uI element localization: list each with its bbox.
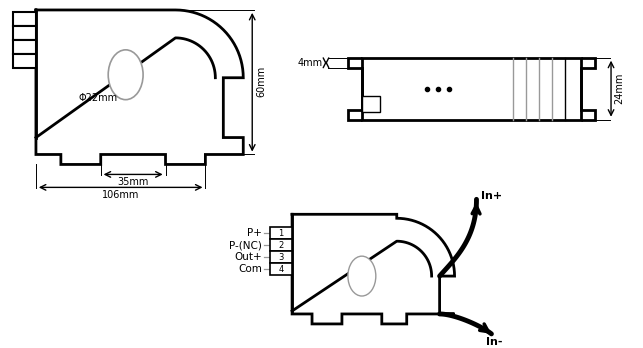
Text: 3: 3 — [278, 253, 284, 262]
Text: 4: 4 — [22, 56, 27, 65]
Text: 4: 4 — [278, 264, 284, 274]
Ellipse shape — [348, 256, 376, 296]
Text: Φ22mm: Φ22mm — [79, 93, 118, 103]
Bar — [13, 54, 36, 68]
Bar — [270, 239, 292, 251]
Text: Com: Com — [239, 264, 262, 274]
Text: P-(NC): P-(NC) — [230, 240, 262, 250]
Bar — [270, 263, 292, 275]
Polygon shape — [292, 214, 455, 324]
Text: 1: 1 — [278, 229, 284, 238]
Bar — [270, 227, 292, 239]
Polygon shape — [362, 58, 581, 120]
Text: 24mm: 24mm — [614, 73, 624, 104]
Bar — [13, 40, 36, 54]
Polygon shape — [36, 10, 243, 165]
Text: 4mm: 4mm — [298, 58, 323, 68]
Text: 3: 3 — [22, 42, 27, 52]
Text: 106mm: 106mm — [102, 190, 140, 200]
Bar — [270, 251, 292, 263]
Text: P+: P+ — [248, 228, 262, 238]
Bar — [362, 96, 380, 112]
Bar — [13, 26, 36, 40]
Text: 35mm: 35mm — [117, 177, 149, 187]
Bar — [13, 12, 36, 26]
Text: 2: 2 — [278, 241, 284, 250]
Text: 2: 2 — [22, 29, 27, 37]
Text: 1: 1 — [22, 14, 27, 23]
Text: 60mm: 60mm — [256, 66, 266, 97]
Text: Out+: Out+ — [235, 252, 262, 262]
Text: In+: In+ — [482, 191, 503, 201]
Text: In-: In- — [487, 337, 503, 347]
Ellipse shape — [108, 50, 143, 100]
